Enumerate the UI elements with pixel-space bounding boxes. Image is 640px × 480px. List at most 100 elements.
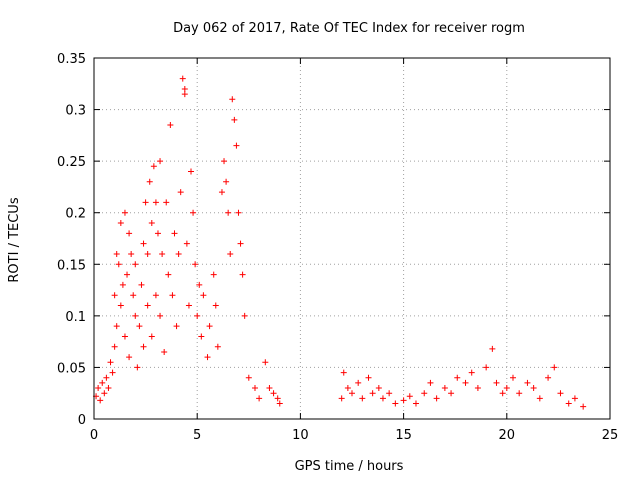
data-point [97, 397, 104, 404]
data-point [138, 281, 145, 288]
data-point [111, 343, 118, 350]
data-point [565, 400, 572, 407]
y-tick-label: 0.25 [57, 155, 86, 170]
data-point [148, 220, 155, 227]
data-point [239, 271, 246, 278]
data-point [359, 395, 366, 402]
plot-frame [93, 57, 611, 420]
data-point [245, 374, 252, 381]
chart-title: Day 062 of 2017, Rate Of TEC Index for r… [173, 21, 525, 36]
data-point [274, 395, 281, 402]
data-point [121, 209, 128, 216]
data-point [190, 209, 197, 216]
data-point [503, 385, 510, 392]
data-point [101, 390, 108, 397]
tick-labels: 0 5 10 15 20 25 0 0.05 0.1 0.15 0.2 0.25 0.3 0.35 [57, 52, 618, 443]
data-point [113, 250, 120, 257]
data-point [198, 333, 205, 340]
data-point [105, 385, 112, 392]
data-point [462, 379, 469, 386]
data-point [355, 379, 362, 386]
data-point [134, 364, 141, 371]
data-point [132, 261, 139, 268]
data-point [427, 379, 434, 386]
data-point [175, 250, 182, 257]
y-tick-label: 0.35 [57, 52, 86, 67]
data-point [557, 390, 564, 397]
data-point [161, 348, 168, 355]
data-point [192, 261, 199, 268]
data-point [221, 158, 228, 165]
data-point [117, 220, 124, 227]
data-point [235, 209, 242, 216]
data-point [144, 302, 151, 309]
data-point [214, 343, 221, 350]
data-point [185, 302, 192, 309]
data-point [200, 292, 207, 299]
data-point [375, 385, 382, 392]
data-point [179, 75, 186, 82]
data-point [157, 312, 164, 319]
data-point [130, 292, 137, 299]
y-axis-label: ROTI / TECUs [7, 197, 22, 282]
data-point [113, 323, 120, 330]
data-point [237, 240, 244, 247]
data-point [194, 312, 201, 319]
data-point [188, 168, 195, 175]
y-tick-label: 0 [78, 413, 86, 428]
data-point [177, 189, 184, 196]
data-point [349, 390, 355, 397]
data-point [433, 395, 440, 402]
data-point [489, 345, 496, 352]
grid [94, 58, 610, 419]
data-point [126, 354, 133, 361]
data-point [421, 390, 428, 397]
data-point [580, 403, 587, 410]
x-tick-label: 25 [602, 428, 619, 443]
data-point [136, 323, 143, 330]
data-point [406, 393, 413, 400]
data-point [142, 199, 149, 206]
data-point [154, 230, 161, 237]
data-point [340, 369, 347, 376]
data-point [163, 199, 170, 206]
data-point [262, 359, 269, 366]
data-point [266, 385, 273, 392]
data-point [210, 271, 217, 278]
data-point [545, 374, 552, 381]
data-point [223, 178, 230, 185]
data-point [169, 292, 176, 299]
data-point [206, 323, 213, 330]
data-point [227, 250, 234, 257]
data-point [344, 385, 351, 392]
data-point [365, 374, 372, 381]
data-point [132, 312, 139, 319]
axis-ticks [93, 57, 611, 420]
data-point [493, 379, 500, 386]
data-point [571, 395, 578, 402]
data-point [152, 292, 159, 299]
data-point [144, 250, 151, 257]
data-point [171, 230, 178, 237]
data-point [225, 209, 232, 216]
data-point [115, 261, 122, 268]
data-point [121, 333, 128, 340]
data-point [148, 333, 155, 340]
data-point [241, 312, 248, 319]
y-tick-label: 0.2 [65, 207, 86, 222]
data-point [181, 91, 188, 98]
data-point [126, 230, 133, 237]
data-point [454, 374, 461, 381]
data-point [212, 302, 219, 309]
data-point [233, 142, 240, 149]
data-point [196, 281, 203, 288]
data-points [93, 75, 587, 410]
data-point [412, 400, 419, 407]
data-point [165, 271, 172, 278]
data-point [103, 374, 110, 381]
data-point [157, 158, 164, 165]
data-point [530, 385, 537, 392]
data-point [338, 395, 345, 402]
data-point [483, 364, 490, 371]
